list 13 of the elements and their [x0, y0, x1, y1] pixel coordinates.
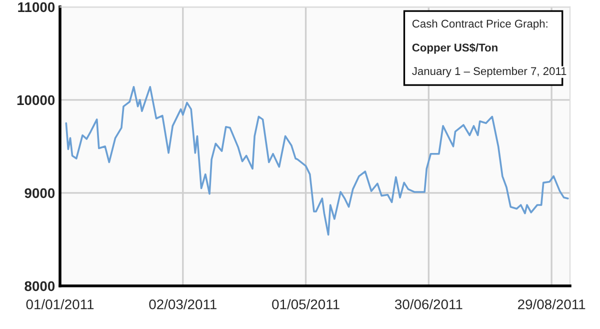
y-tick-label: 9000	[24, 188, 55, 198]
annotation: January 1 – September 7, 2011	[412, 66, 566, 78]
x-tick-label: 01/01/2011	[26, 299, 94, 310]
x-tick-label: 02/03/2011	[149, 299, 216, 310]
annotation: Copper US$/Ton	[412, 43, 498, 54]
y-tick-label: 11000	[18, 2, 55, 12]
annotation: Cash Contract Price Graph:	[412, 19, 548, 30]
x-tick-label: 01/05/2011	[272, 299, 340, 310]
y-tick-label: 10000	[17, 95, 55, 106]
line-series	[65, 86, 569, 236]
x-tick-label: 29/08/2011	[518, 299, 586, 310]
x-tick-label: 30/06/2011	[394, 299, 462, 310]
y-tick-label: 8000	[24, 281, 55, 292]
